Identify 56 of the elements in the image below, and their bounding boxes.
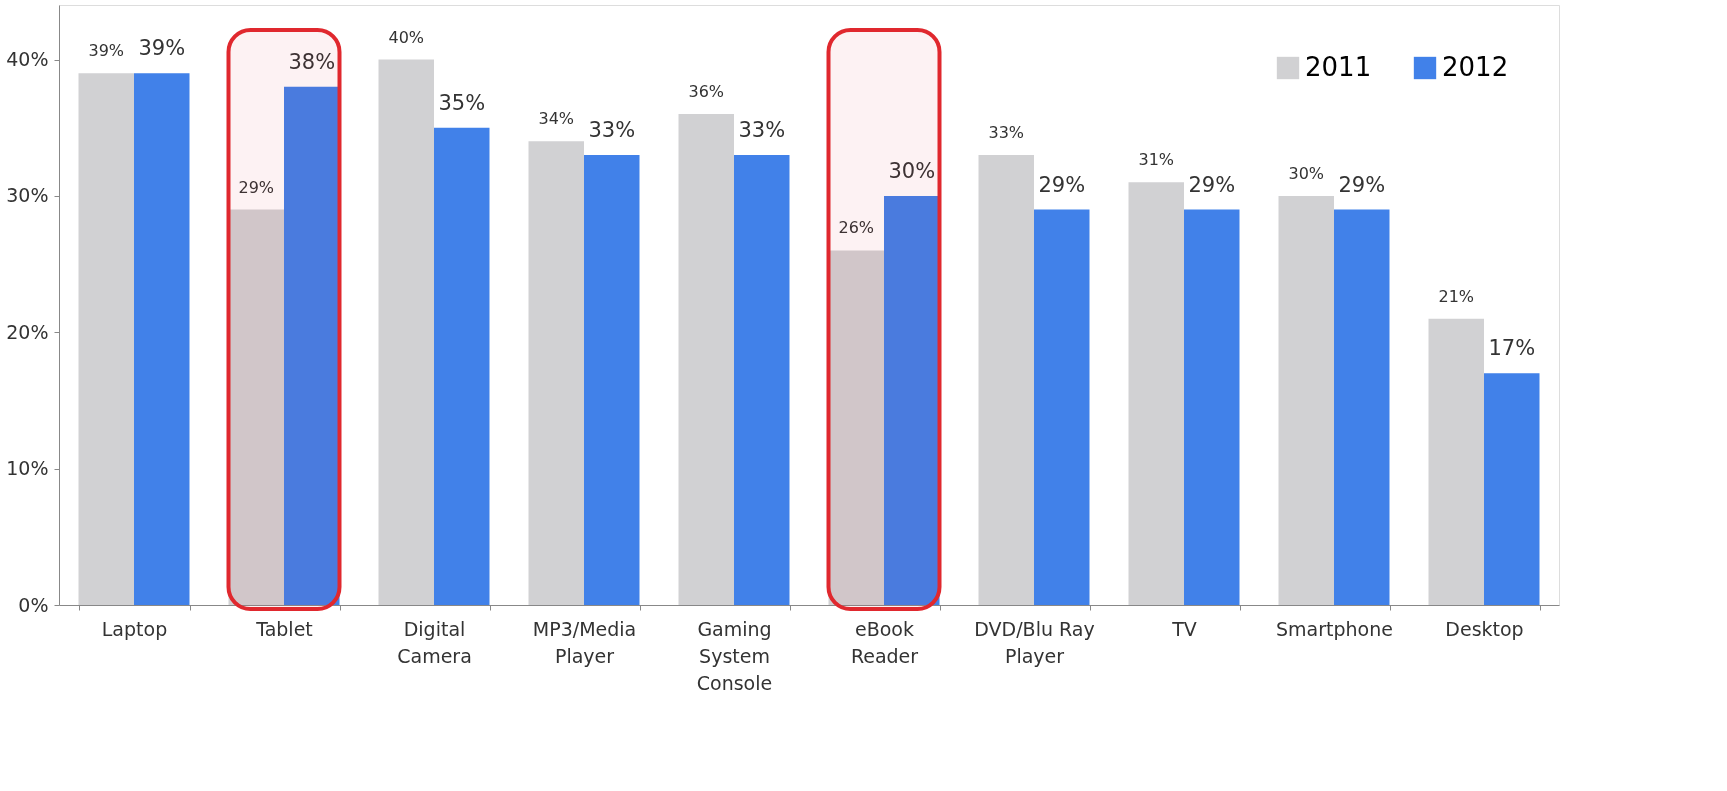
bar bbox=[1034, 209, 1090, 605]
bar bbox=[978, 155, 1034, 605]
data-label: 17% bbox=[1488, 336, 1536, 361]
x-tick-label: Tablet bbox=[255, 617, 313, 640]
data-label: 26% bbox=[838, 218, 875, 238]
bar bbox=[528, 141, 584, 605]
bar bbox=[1428, 318, 1484, 605]
bar bbox=[584, 155, 640, 605]
y-tick-label: 30% bbox=[6, 184, 49, 207]
bar bbox=[1484, 373, 1540, 605]
x-tick-label: Desktop bbox=[1445, 617, 1524, 640]
bar bbox=[228, 209, 284, 605]
data-label: 35% bbox=[438, 90, 486, 115]
x-tick-label: eBook Reader bbox=[850, 617, 919, 667]
data-label: 29% bbox=[1188, 172, 1236, 197]
y-tick-label: 20% bbox=[6, 320, 49, 343]
bar bbox=[828, 250, 884, 605]
bar bbox=[1128, 182, 1184, 605]
legend-label: 2012 bbox=[1442, 52, 1509, 82]
bar bbox=[78, 73, 134, 605]
data-label: 33% bbox=[738, 118, 786, 142]
data-label: 40% bbox=[388, 27, 425, 47]
x-tick-label: Smartphone bbox=[1276, 617, 1393, 640]
x-tick-label: DVD/Blu Ray Player bbox=[974, 617, 1095, 667]
x-tick-label: Digital Camera bbox=[397, 617, 472, 667]
bar bbox=[884, 195, 940, 605]
data-label: 30% bbox=[1288, 163, 1325, 183]
y-tick-label: 40% bbox=[6, 48, 49, 71]
bar bbox=[134, 73, 190, 605]
data-label: 31% bbox=[1138, 150, 1175, 170]
legend-label: 2011 bbox=[1305, 52, 1372, 82]
data-label: 38% bbox=[288, 49, 336, 74]
data-label: 36% bbox=[688, 82, 725, 102]
y-tick-label: 0% bbox=[18, 593, 49, 616]
bar bbox=[1334, 209, 1390, 605]
bar bbox=[1278, 195, 1334, 605]
data-label: 29% bbox=[1338, 172, 1386, 197]
data-label: 33% bbox=[588, 118, 636, 142]
bar bbox=[378, 59, 434, 605]
bar bbox=[678, 114, 734, 605]
bar bbox=[434, 127, 490, 605]
bar bbox=[734, 155, 790, 605]
x-tick-label: TV bbox=[1171, 617, 1197, 640]
data-label: 39% bbox=[138, 36, 186, 61]
y-tick-label: 10% bbox=[6, 457, 49, 480]
data-label: 34% bbox=[538, 109, 575, 129]
data-label: 39% bbox=[88, 41, 125, 61]
data-label: 21% bbox=[1438, 286, 1475, 306]
data-label: 33% bbox=[988, 123, 1025, 142]
x-tick-label: MP3/Media Player bbox=[532, 617, 637, 667]
data-label: 29% bbox=[238, 177, 275, 197]
data-label: 30% bbox=[888, 158, 936, 183]
data-label: 29% bbox=[1038, 172, 1086, 197]
x-tick-label: Laptop bbox=[101, 617, 168, 640]
x-tick-label: Gaming System Console bbox=[696, 617, 773, 694]
bar bbox=[1184, 209, 1240, 605]
